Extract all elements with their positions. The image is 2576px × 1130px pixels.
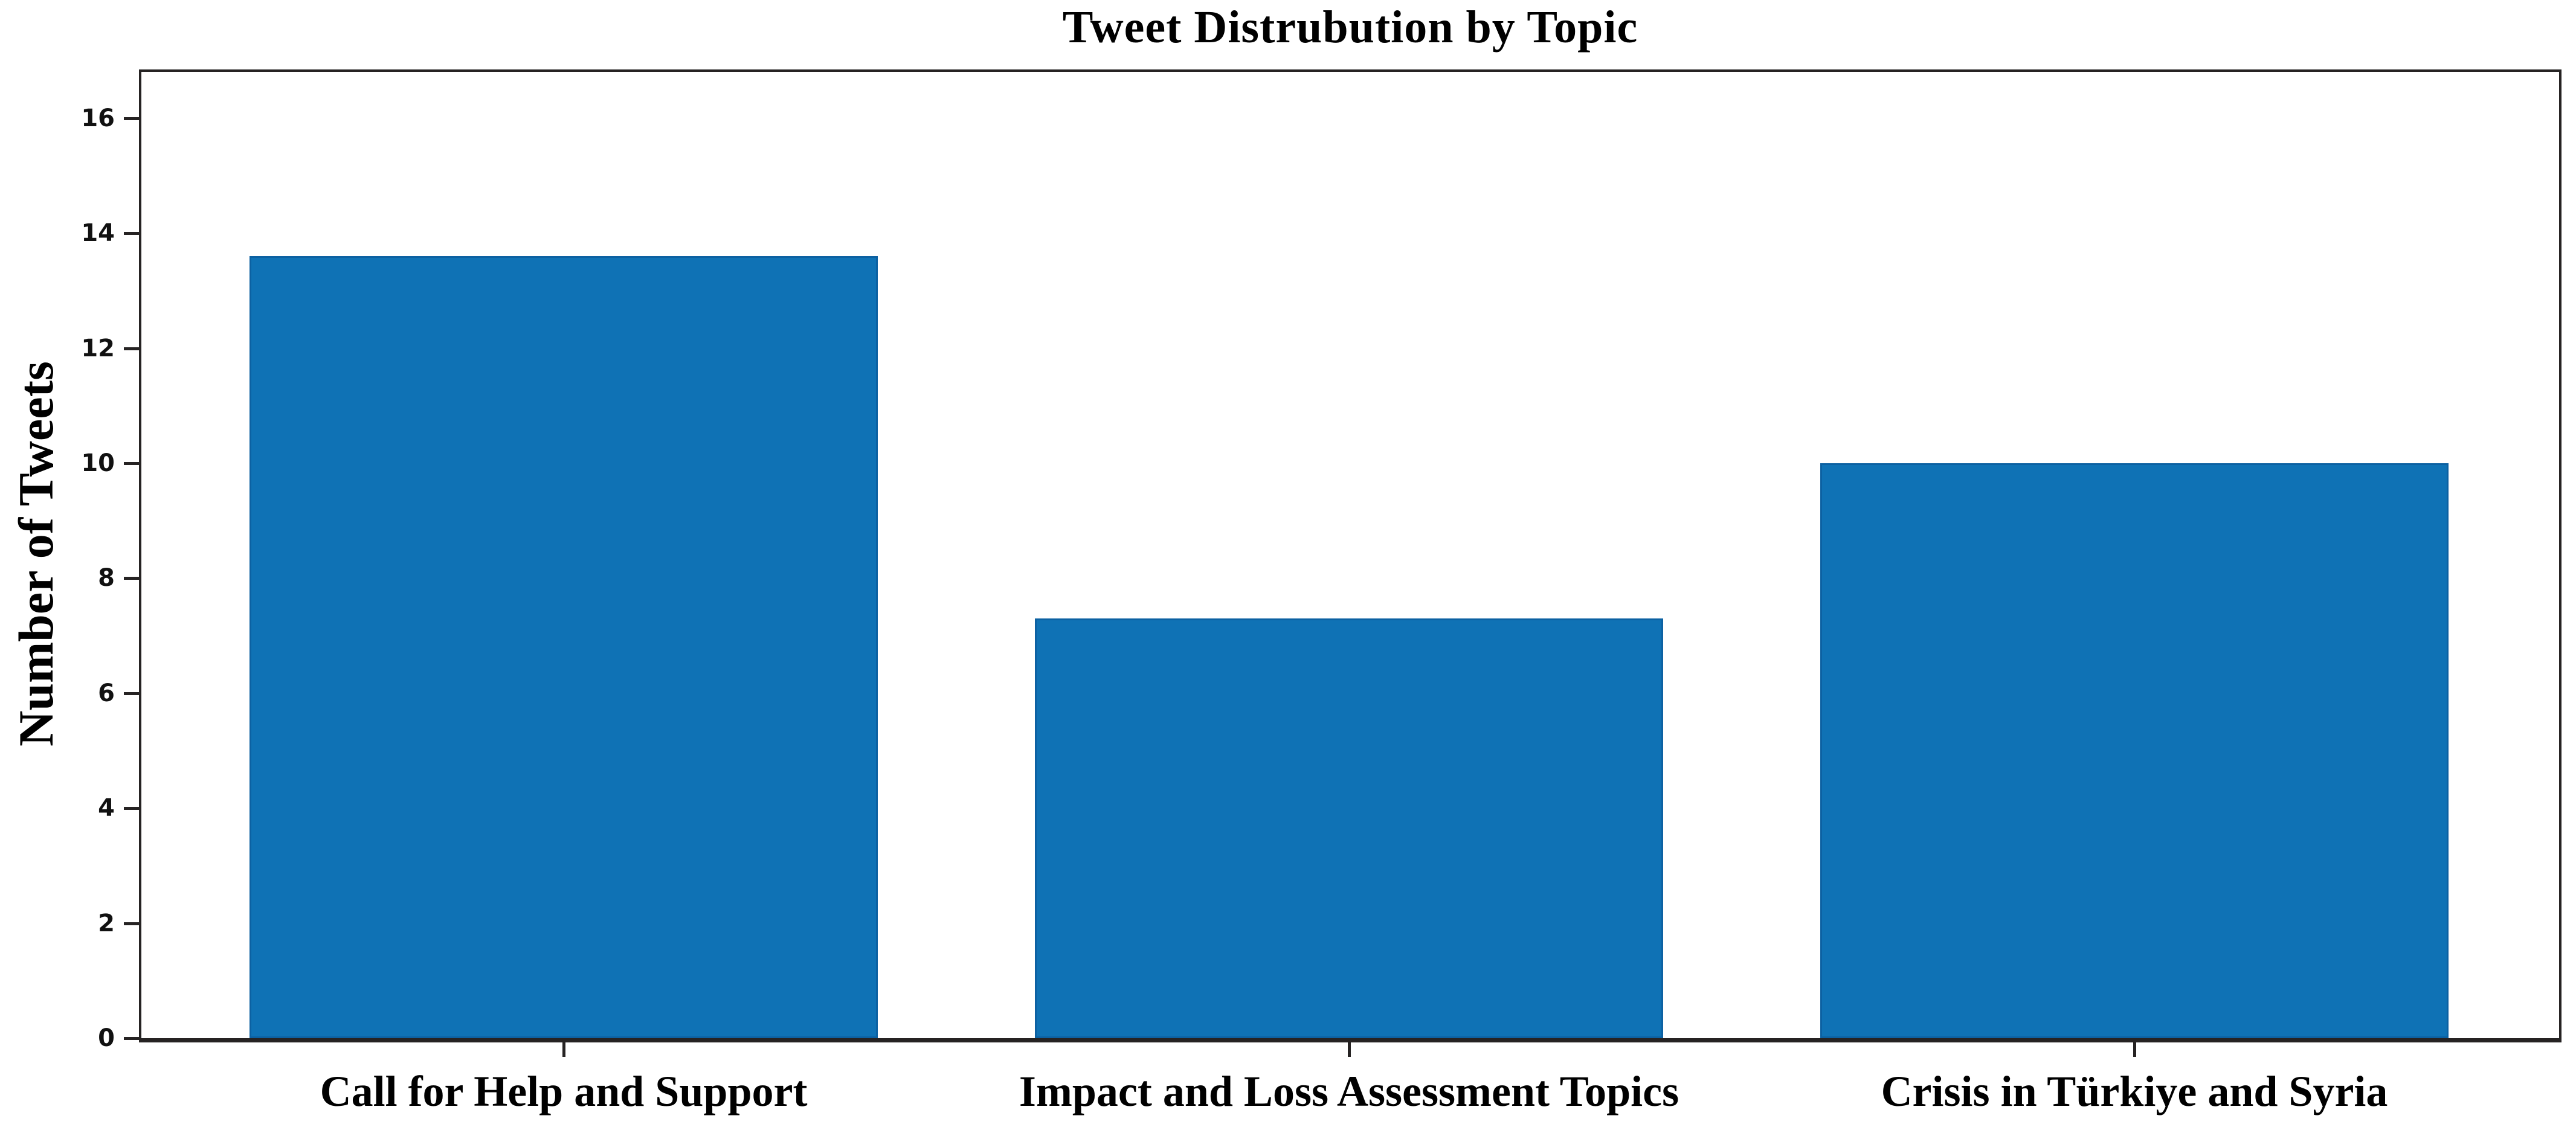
y-tick-label: 4 bbox=[98, 794, 115, 823]
y-tick-label: 2 bbox=[98, 909, 115, 937]
y-tick-mark bbox=[124, 922, 139, 925]
y-tick-mark bbox=[124, 232, 139, 236]
x-tick-mark bbox=[562, 1040, 565, 1057]
bar-2 bbox=[1035, 618, 1663, 1038]
bar-3 bbox=[1820, 463, 2449, 1038]
y-tick-label: 8 bbox=[98, 564, 115, 592]
x-tick-mark bbox=[1348, 1040, 1351, 1057]
y-tick-label: 12 bbox=[81, 334, 115, 362]
bar-1 bbox=[250, 256, 878, 1038]
y-tick-mark bbox=[124, 577, 139, 580]
y-tick-mark bbox=[124, 692, 139, 695]
x-tick-label: Call for Help and Support bbox=[320, 1067, 808, 1116]
y-tick-label: 6 bbox=[98, 679, 115, 707]
y-tick-label: 10 bbox=[81, 449, 115, 478]
y-tick-mark bbox=[124, 347, 139, 350]
y-tick-label: 16 bbox=[81, 104, 115, 132]
x-tick-mark bbox=[2133, 1040, 2136, 1057]
y-tick-mark bbox=[124, 1037, 139, 1040]
y-tick-label: 0 bbox=[98, 1024, 115, 1052]
y-tick-mark bbox=[124, 807, 139, 811]
y-tick-mark bbox=[124, 117, 139, 120]
chart-title: Tweet Distrubution by Topic bbox=[1062, 2, 1638, 53]
x-tick-label: Crisis in Türkiye and Syria bbox=[1881, 1067, 2388, 1116]
y-tick-label: 14 bbox=[81, 219, 115, 248]
x-tick-label: Impact and Loss Assessment Topics bbox=[1019, 1067, 1679, 1116]
y-tick-mark bbox=[124, 462, 139, 466]
